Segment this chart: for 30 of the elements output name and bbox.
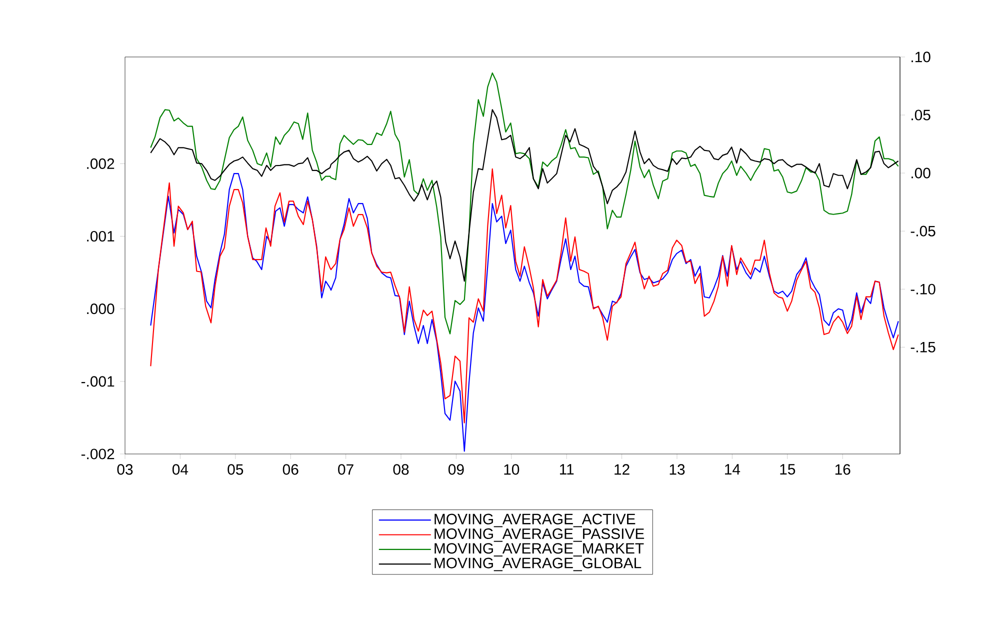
x-tick-label: 04 — [172, 464, 188, 475]
legend-label: MOVING_AVERAGE_PASSIVE — [434, 528, 644, 542]
y2-tick-label: .10 — [912, 52, 930, 62]
legend-label: MOVING_AVERAGE_MARKET — [434, 543, 644, 556]
y-tick-label: .000 — [87, 304, 114, 314]
x-tick-label: 14 — [725, 464, 740, 474]
legend-label: MOVING_AVERAGE_GLOBAL — [434, 558, 642, 572]
y2-tick-label: .05 — [912, 110, 930, 120]
x-tick-label: 13 — [670, 464, 685, 475]
y2-tick-label: -.15 — [910, 342, 936, 352]
x-tick-label: 08 — [393, 464, 409, 475]
y2-tick-label: .00 — [912, 168, 930, 178]
y2-tick-label: -.05 — [910, 226, 936, 236]
x-tick-label: 10 — [504, 464, 520, 475]
x-tick-label: 12 — [614, 464, 630, 475]
y-tick-label: .002 — [87, 158, 114, 169]
y2-tick-label: -.10 — [910, 284, 936, 294]
x-tick-label: 06 — [282, 464, 298, 475]
x-tick-label: 15 — [780, 464, 796, 475]
x-tick-label: 11 — [560, 464, 574, 474]
y-tick-label: .001 — [87, 230, 114, 242]
y-tick-label: -.001 — [81, 376, 114, 387]
x-tick-label: 05 — [228, 464, 244, 475]
x-tick-label: 07 — [338, 464, 354, 475]
x-tick-label: 09 — [448, 464, 464, 475]
x-tick-label: 16 — [835, 464, 850, 475]
y-tick-label: -.002 — [81, 448, 114, 460]
x-tick-label: 03 — [117, 464, 133, 475]
legend-label: MOVING_AVERAGE_ACTIVE — [434, 514, 636, 528]
line-series — [150, 72, 899, 334]
